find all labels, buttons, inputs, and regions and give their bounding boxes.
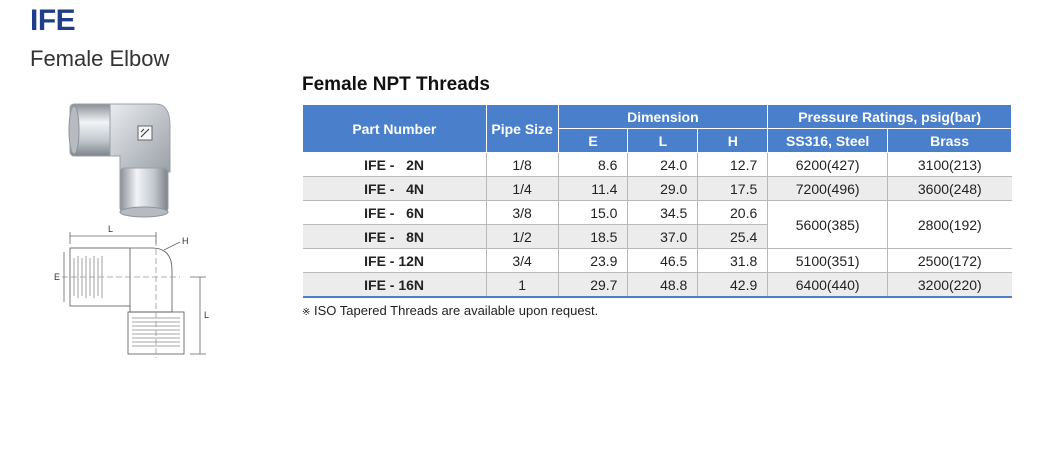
table-row: IFE - 6N 3/8 15.0 34.5 20.6 5600(385) 28… <box>302 200 1012 249</box>
cell-l: 34.5 <box>627 200 698 225</box>
cell-h: 42.9 <box>697 272 768 298</box>
cell-part: IFE - 8N <box>302 224 487 249</box>
section-title: Female NPT Threads <box>302 74 490 95</box>
table-row: IFE - 2N 1/8 8.6 24.0 12.7 6200(427) 310… <box>302 152 1012 177</box>
table-row: IFE - 16N 1 29.7 48.8 42.9 6400(440) 320… <box>302 272 1012 298</box>
table-row: IFE - 12N 3/4 23.9 46.5 31.8 5100(351) 2… <box>302 248 1012 273</box>
note-mark: ※ <box>302 307 311 318</box>
cell-e: 15.0 <box>557 200 628 225</box>
cell-pipe: 1 <box>485 272 559 298</box>
label-l-top: L <box>108 224 113 234</box>
cell-e: 23.9 <box>557 248 628 273</box>
cell-part: IFE - 12N <box>302 248 487 273</box>
cell-part: IFE - 2N <box>302 152 487 177</box>
cell-part: IFE - 6N <box>302 200 487 225</box>
product-name: Female Elbow <box>30 46 170 71</box>
cell-e: 8.6 <box>557 152 628 177</box>
cell-l: 48.8 <box>627 272 698 298</box>
cell-h: 12.7 <box>697 152 768 177</box>
label-h: H <box>182 236 189 246</box>
header-dimension: Dimension <box>557 104 769 129</box>
cell-brass: 3200(220) <box>887 272 1012 298</box>
cell-ss-merged: 5600(385) <box>767 200 888 249</box>
cell-ss: 5100(351) <box>767 248 888 273</box>
header-ss316: SS316, Steel <box>767 128 889 153</box>
cell-ss: 6400(440) <box>767 272 888 298</box>
cell-h: 20.6 <box>697 200 768 225</box>
spec-table: Part Number Pipe Size Dimension Pressure… <box>302 104 1012 298</box>
product-code: IFE <box>30 4 76 37</box>
cell-ss: 7200(496) <box>767 176 888 201</box>
table-row: IFE - 8N 1/2 18.5 37.0 25.4 <box>302 224 1012 249</box>
product-photo <box>68 103 171 218</box>
cell-part: IFE - 16N <box>302 272 487 298</box>
cell-h: 25.4 <box>697 224 768 249</box>
header-pipe-size: Pipe Size <box>485 104 559 153</box>
cell-h: 17.5 <box>697 176 768 201</box>
table-row: IFE - 4N 1/4 11.4 29.0 17.5 7200(496) 36… <box>302 176 1012 201</box>
cell-brass: 3600(248) <box>887 176 1012 201</box>
cell-pipe: 1/2 <box>485 224 559 249</box>
cell-pipe: 1/4 <box>485 176 559 201</box>
cell-l: 37.0 <box>627 224 698 249</box>
cell-ss: 6200(427) <box>767 152 888 177</box>
cell-e: 11.4 <box>557 176 628 201</box>
cell-brass-merged: 2800(192) <box>887 200 1012 249</box>
note-text: ISO Tapered Threads are available upon r… <box>314 303 599 318</box>
cell-pipe: 3/4 <box>485 248 559 273</box>
cell-pipe: 1/8 <box>485 152 559 177</box>
cell-l: 29.0 <box>627 176 698 201</box>
header-pressure: Pressure Ratings, psig(bar) <box>767 104 1012 129</box>
cell-e: 29.7 <box>557 272 628 298</box>
cell-part: IFE - 4N <box>302 176 487 201</box>
cell-pipe: 3/8 <box>485 200 559 225</box>
header-l: L <box>627 128 699 153</box>
label-e: E <box>54 272 60 282</box>
footnote: ※ ISO Tapered Threads are available upon… <box>302 303 598 318</box>
cell-l: 46.5 <box>627 248 698 273</box>
cell-brass: 3100(213) <box>887 152 1012 177</box>
dimension-drawing: L H E L <box>54 224 209 358</box>
cell-e: 18.5 <box>557 224 628 249</box>
cell-h: 31.8 <box>697 248 768 273</box>
header-h: H <box>697 128 769 153</box>
cell-brass: 2500(172) <box>887 248 1012 273</box>
header-e: E <box>557 128 629 153</box>
header-part-number: Part Number <box>302 104 487 153</box>
header-brass: Brass <box>887 128 1012 153</box>
label-l-side: L <box>204 310 209 320</box>
cell-l: 24.0 <box>627 152 698 177</box>
